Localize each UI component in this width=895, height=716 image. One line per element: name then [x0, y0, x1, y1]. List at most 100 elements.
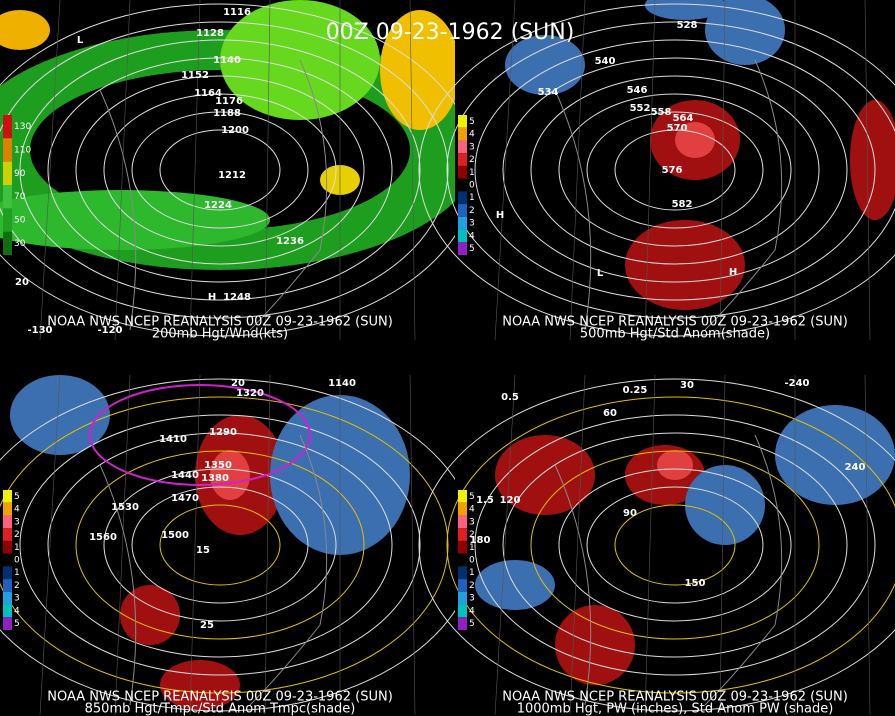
legend-swatch: [458, 153, 467, 166]
shaded-area: [475, 560, 555, 610]
contour-label: -120: [97, 325, 122, 336]
map-grid: [644, 374, 656, 716]
contour: [0, 396, 449, 694]
legend-swatch: [3, 617, 12, 630]
contour: [418, 378, 895, 712]
legend-swatch: [3, 604, 12, 618]
legend-swatch: [458, 540, 467, 554]
map-grid: [39, 0, 61, 341]
contour-label: 1.5: [476, 495, 494, 506]
legend-label: 2: [469, 581, 475, 591]
shaded-area: [495, 435, 595, 515]
contour-label: H: [729, 267, 737, 278]
contour: [75, 75, 365, 265]
map-grid: [409, 374, 416, 716]
contour-label: 528: [677, 20, 698, 31]
coastline: [554, 434, 783, 706]
map-grid: [409, 0, 416, 341]
legend-swatch: [3, 591, 12, 605]
contour-label: 15: [196, 545, 210, 556]
contour-label: 570: [667, 123, 688, 134]
map-grid: [569, 374, 586, 716]
contour-label: 540: [595, 56, 616, 67]
contour-label: 20: [15, 277, 29, 288]
legend-label: 130: [14, 122, 31, 132]
legend-label: 5: [14, 492, 20, 502]
contour-label: 1248: [223, 292, 251, 303]
contour-label: -240: [784, 378, 809, 389]
contour-label: 180: [470, 535, 491, 546]
contour-label: 0.25: [623, 385, 648, 396]
contour: [131, 111, 309, 229]
legend-swatch: [458, 515, 467, 529]
legend-swatch: [458, 204, 467, 217]
legend-label: 3: [14, 594, 20, 604]
map-grid: [114, 0, 131, 341]
legend-swatch: [458, 490, 467, 503]
legend-swatch: [3, 553, 12, 567]
caption: NOAA NWS NCEP REANALYSIS 00Z 09-23-1962 …: [502, 315, 848, 330]
contour: [47, 432, 393, 658]
contour: [418, 3, 895, 337]
contour-label: 1290: [209, 427, 237, 438]
contour-label: 1500: [161, 530, 189, 541]
legend-swatch: [3, 231, 12, 255]
caption: NOAA NWS NCEP REANALYSIS 00Z 09-23-1962 …: [47, 315, 393, 330]
contour: [159, 504, 281, 586]
contour-label: 1224: [204, 200, 232, 211]
legend-label: 2: [469, 206, 475, 216]
legend-label: 3: [469, 219, 475, 229]
map-grid: [719, 374, 726, 716]
legend-swatch: [3, 138, 12, 162]
contour-label: 582: [672, 199, 693, 210]
legend-label: 4: [469, 606, 475, 616]
map-grid: [719, 0, 726, 341]
contour-label: 1470: [171, 493, 199, 504]
legend-label: 30: [14, 239, 26, 249]
shaded-area: [555, 605, 635, 685]
legend-label: 4: [469, 130, 475, 140]
legend-label: 1: [14, 568, 20, 578]
legend-label: 90: [14, 169, 26, 179]
map-grid: [864, 374, 871, 716]
legend-label: 3: [469, 142, 475, 152]
legend-label: 70: [14, 192, 26, 202]
legend-swatch: [458, 165, 467, 179]
legend-label: 1: [469, 168, 475, 178]
shaded-area: [0, 10, 50, 50]
legend-label: 2: [469, 530, 475, 540]
contour-label: 1410: [159, 434, 187, 445]
legend-swatch: [3, 115, 12, 139]
contour-label: 1380: [201, 473, 229, 484]
contour-label: 1116: [223, 7, 251, 18]
map-grid: [114, 374, 131, 716]
legend-swatch: [3, 540, 12, 554]
legend-label: 2: [469, 155, 475, 165]
contour-label: 1560: [89, 532, 117, 543]
contour: [103, 468, 337, 622]
map-grid: [864, 0, 871, 341]
legend-label: 5: [469, 492, 475, 502]
map-grid: [264, 374, 271, 716]
legend-label: 3: [14, 517, 20, 527]
contour: [502, 432, 848, 658]
legend-label: 5: [14, 619, 20, 629]
contour: [614, 129, 736, 211]
legend-swatch: [3, 502, 12, 516]
contour: [75, 450, 365, 640]
legend-swatch: [458, 127, 467, 141]
contour-label: 1128: [196, 28, 224, 39]
shaded-area: [625, 220, 745, 310]
contour-label: 576: [662, 165, 683, 176]
contour: [474, 39, 876, 301]
map-grid: [264, 0, 271, 341]
contour: [586, 486, 764, 604]
contour: [502, 57, 848, 283]
contour-label: 564: [673, 113, 694, 124]
legend-label: 5: [469, 117, 475, 127]
legend-label: 1: [14, 543, 20, 553]
shaded-area: [775, 405, 895, 505]
legend-label: 0: [14, 556, 20, 566]
